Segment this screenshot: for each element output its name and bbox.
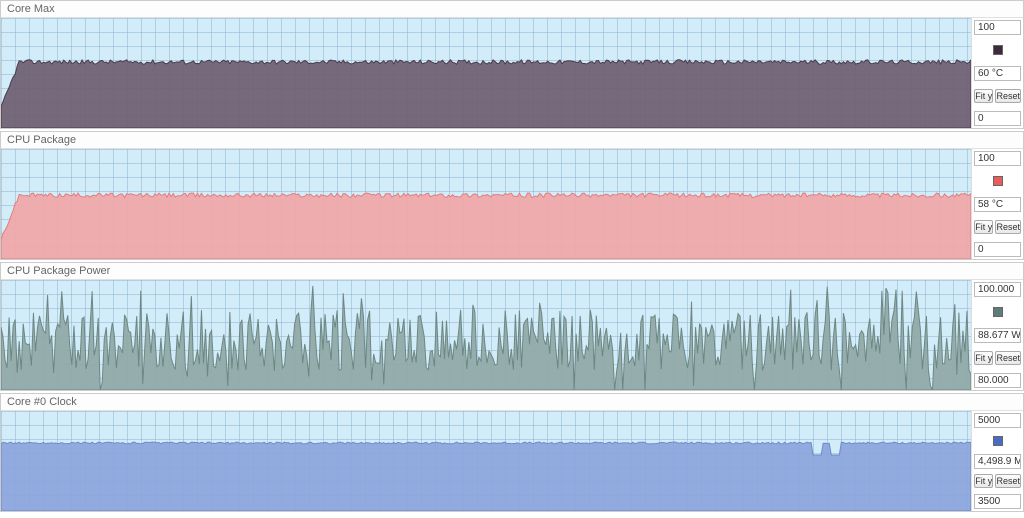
- current-value: 60 °C: [974, 66, 1021, 81]
- y-max-field[interactable]: 100.000: [974, 282, 1021, 297]
- fit-y-button[interactable]: Fit y: [974, 474, 993, 488]
- chart-area: [1, 149, 971, 259]
- chart-plot: [1, 149, 971, 259]
- y-max-field[interactable]: 100: [974, 151, 1021, 166]
- panel-core-max: Core Max 100 60 °C Fit y Reset 0: [0, 0, 1024, 129]
- panel-title: Core #0 Clock: [1, 394, 1023, 411]
- reset-button[interactable]: Reset: [995, 474, 1021, 488]
- series-color-swatch: [993, 176, 1003, 186]
- current-value: 88.677 W: [974, 328, 1021, 343]
- chart-area: [1, 18, 971, 128]
- y-min-field[interactable]: 3500: [974, 494, 1021, 509]
- y-max-field[interactable]: 100: [974, 20, 1021, 35]
- side-controls: 5000 4,498.9 MH Fit y Reset 3500: [971, 411, 1023, 511]
- series-color-swatch: [993, 45, 1003, 55]
- chart-area: [1, 280, 971, 390]
- current-value: 58 °C: [974, 197, 1021, 212]
- fit-y-button[interactable]: Fit y: [974, 351, 993, 365]
- panel-title: Core Max: [1, 1, 1023, 18]
- legend-swatch: [974, 174, 1021, 188]
- chart-plot: [1, 18, 971, 128]
- y-min-field[interactable]: 0: [974, 242, 1021, 257]
- y-min-field[interactable]: 0: [974, 111, 1021, 126]
- panel-title: CPU Package Power: [1, 263, 1023, 280]
- panel-core0-clock: Core #0 Clock 5000 4,498.9 MH Fit y Rese…: [0, 393, 1024, 512]
- reset-button[interactable]: Reset: [995, 89, 1021, 103]
- fit-y-button[interactable]: Fit y: [974, 89, 993, 103]
- legend-swatch: [974, 305, 1021, 319]
- series-color-swatch: [993, 436, 1003, 446]
- chart-plot: [1, 411, 971, 511]
- chart-area: [1, 411, 971, 511]
- legend-swatch: [974, 43, 1021, 57]
- fit-y-button[interactable]: Fit y: [974, 220, 993, 234]
- reset-button[interactable]: Reset: [995, 351, 1021, 365]
- reset-button[interactable]: Reset: [995, 220, 1021, 234]
- current-value: 4,498.9 MH: [974, 454, 1021, 469]
- panel-title: CPU Package: [1, 132, 1023, 149]
- panel-cpu-package: CPU Package 100 58 °C Fit y Reset 0: [0, 131, 1024, 260]
- side-controls: 100.000 88.677 W Fit y Reset 80.000: [971, 280, 1023, 390]
- side-controls: 100 60 °C Fit y Reset 0: [971, 18, 1023, 128]
- legend-swatch: [974, 434, 1021, 448]
- panel-cpu-package-power: CPU Package Power 100.000 88.677 W Fit y…: [0, 262, 1024, 391]
- y-min-field[interactable]: 80.000: [974, 373, 1021, 388]
- side-controls: 100 58 °C Fit y Reset 0: [971, 149, 1023, 259]
- series-color-swatch: [993, 307, 1003, 317]
- y-max-field[interactable]: 5000: [974, 413, 1021, 428]
- chart-plot: [1, 280, 971, 390]
